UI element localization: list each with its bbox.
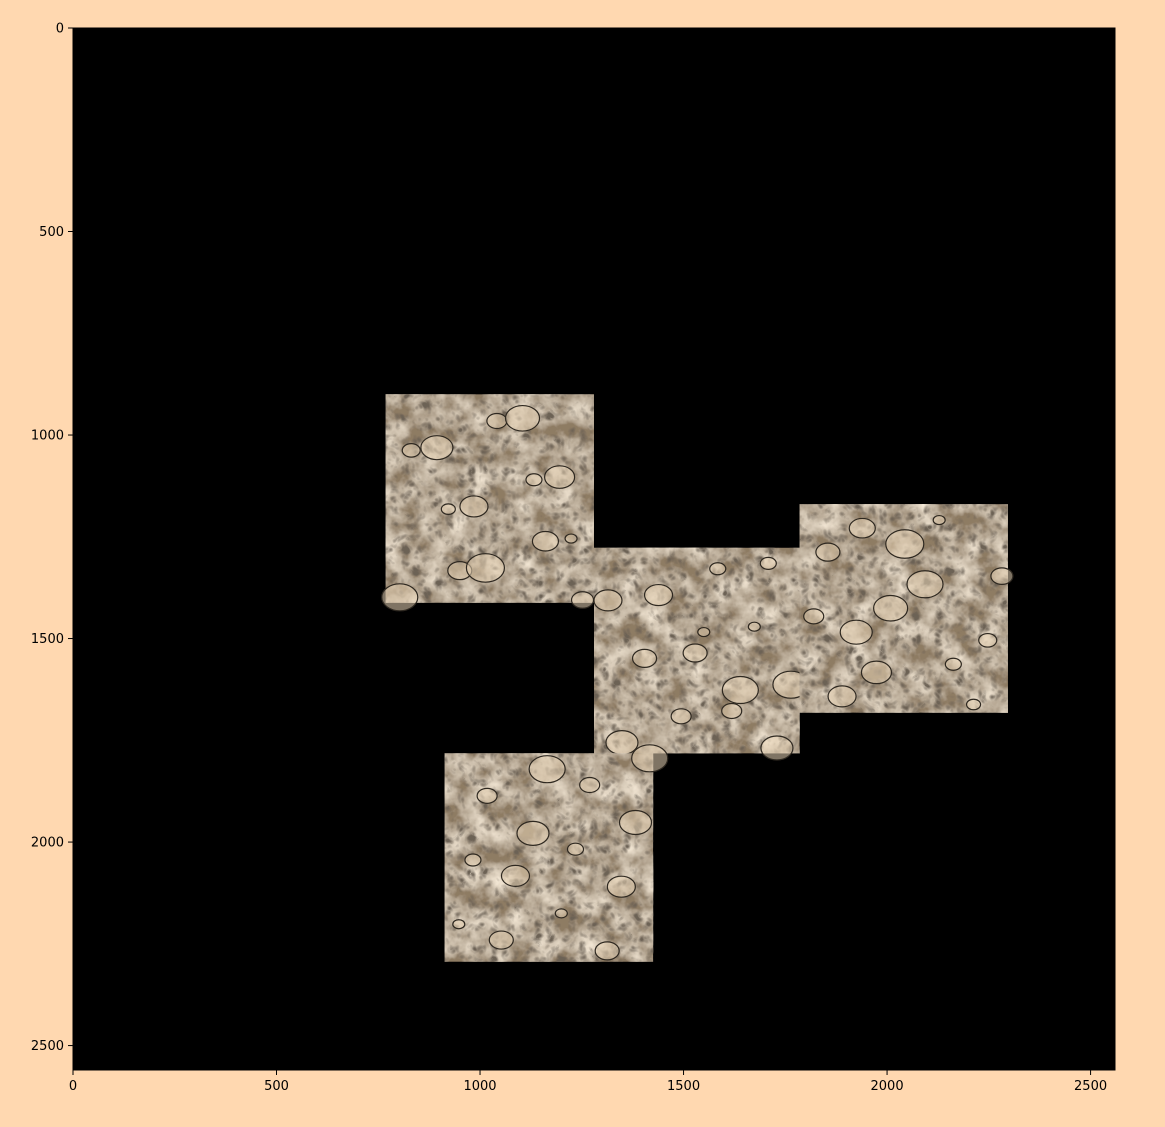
organelle-blob [528, 755, 566, 784]
organelle-blob [606, 875, 636, 898]
organelle-blob [747, 621, 761, 632]
organelle-blob [827, 685, 857, 708]
y-tick-label: 2500 [31, 1039, 64, 1054]
image-tile-1 [381, 394, 595, 612]
organelle-blob [564, 533, 578, 544]
y-tick-label: 2000 [31, 836, 64, 851]
organelle-blob [566, 842, 585, 856]
organelle-blob [531, 530, 560, 552]
image-tile-3 [799, 504, 1014, 713]
plot-frame [72, 27, 1116, 1071]
organelle-blob [803, 608, 825, 625]
organelle-blob [965, 698, 982, 711]
organelle-blob [721, 675, 759, 705]
organelle-blob [906, 570, 944, 599]
organelle-blob [579, 776, 601, 794]
organelle-blob [525, 473, 543, 487]
organelle-blob [760, 735, 794, 761]
organelle-blob [873, 594, 909, 622]
organelle-blob [554, 908, 568, 919]
organelle-blob [504, 404, 541, 432]
organelle-blob [631, 648, 658, 668]
organelle-blob [670, 708, 692, 725]
organelle-blob [381, 583, 419, 612]
organelle-blob [500, 864, 531, 887]
y-tick-label: 1000 [31, 429, 64, 444]
image-tile-4 [444, 744, 669, 962]
organelle-blob [452, 919, 466, 930]
organelle-blob [697, 626, 711, 638]
y-tick-label: 1500 [31, 632, 64, 647]
organelle-blob [932, 514, 946, 526]
x-tick-label: 0 [69, 1079, 77, 1094]
organelle-blob [570, 591, 595, 609]
organelle-blob [593, 589, 623, 612]
organelle-blob [860, 660, 893, 685]
organelle-blob [682, 643, 708, 663]
organelle-blob [618, 809, 653, 836]
organelle-blob [839, 619, 873, 645]
image-tiles [381, 394, 1014, 962]
organelle-blob [488, 930, 514, 950]
organelle-blob [465, 553, 506, 583]
organelle-blob [544, 465, 576, 489]
organelle-blob [459, 495, 489, 518]
organelle-blob [476, 787, 498, 804]
organelle-blob [709, 562, 727, 576]
x-tick-label: 2500 [1074, 1079, 1107, 1094]
organelle-blob [944, 657, 962, 671]
organelle-blob [721, 702, 743, 720]
x-axis: 0 500 1000 1500 2000 2500 [69, 1070, 1107, 1094]
organelle-blob [759, 556, 777, 571]
organelle-blob [885, 529, 925, 559]
x-tick-label: 2000 [871, 1079, 904, 1094]
organelle-blob [978, 632, 998, 648]
organelle-blob [464, 853, 482, 867]
organelle-blob [848, 517, 876, 539]
y-tick-label: 500 [39, 225, 64, 240]
x-tick-label: 1500 [667, 1079, 700, 1094]
organelle-blob [401, 443, 421, 458]
y-axis: 0 500 1000 1500 2000 2500 [31, 22, 73, 1054]
x-tick-label: 500 [264, 1079, 289, 1094]
organelle-blob [594, 941, 620, 961]
organelle-blob [631, 744, 669, 773]
organelle-blob [815, 542, 841, 562]
organelle-blob [605, 730, 639, 756]
organelle-blob [990, 567, 1014, 585]
organelle-blob [486, 412, 508, 430]
organelle-blob [643, 583, 674, 607]
x-tick-label: 1000 [463, 1079, 496, 1094]
organelle-blob [516, 820, 550, 846]
organelle-blob [440, 503, 456, 516]
image-tile-2 [593, 547, 810, 761]
organelle-blob [420, 435, 454, 461]
y-tick-label: 0 [56, 22, 64, 37]
